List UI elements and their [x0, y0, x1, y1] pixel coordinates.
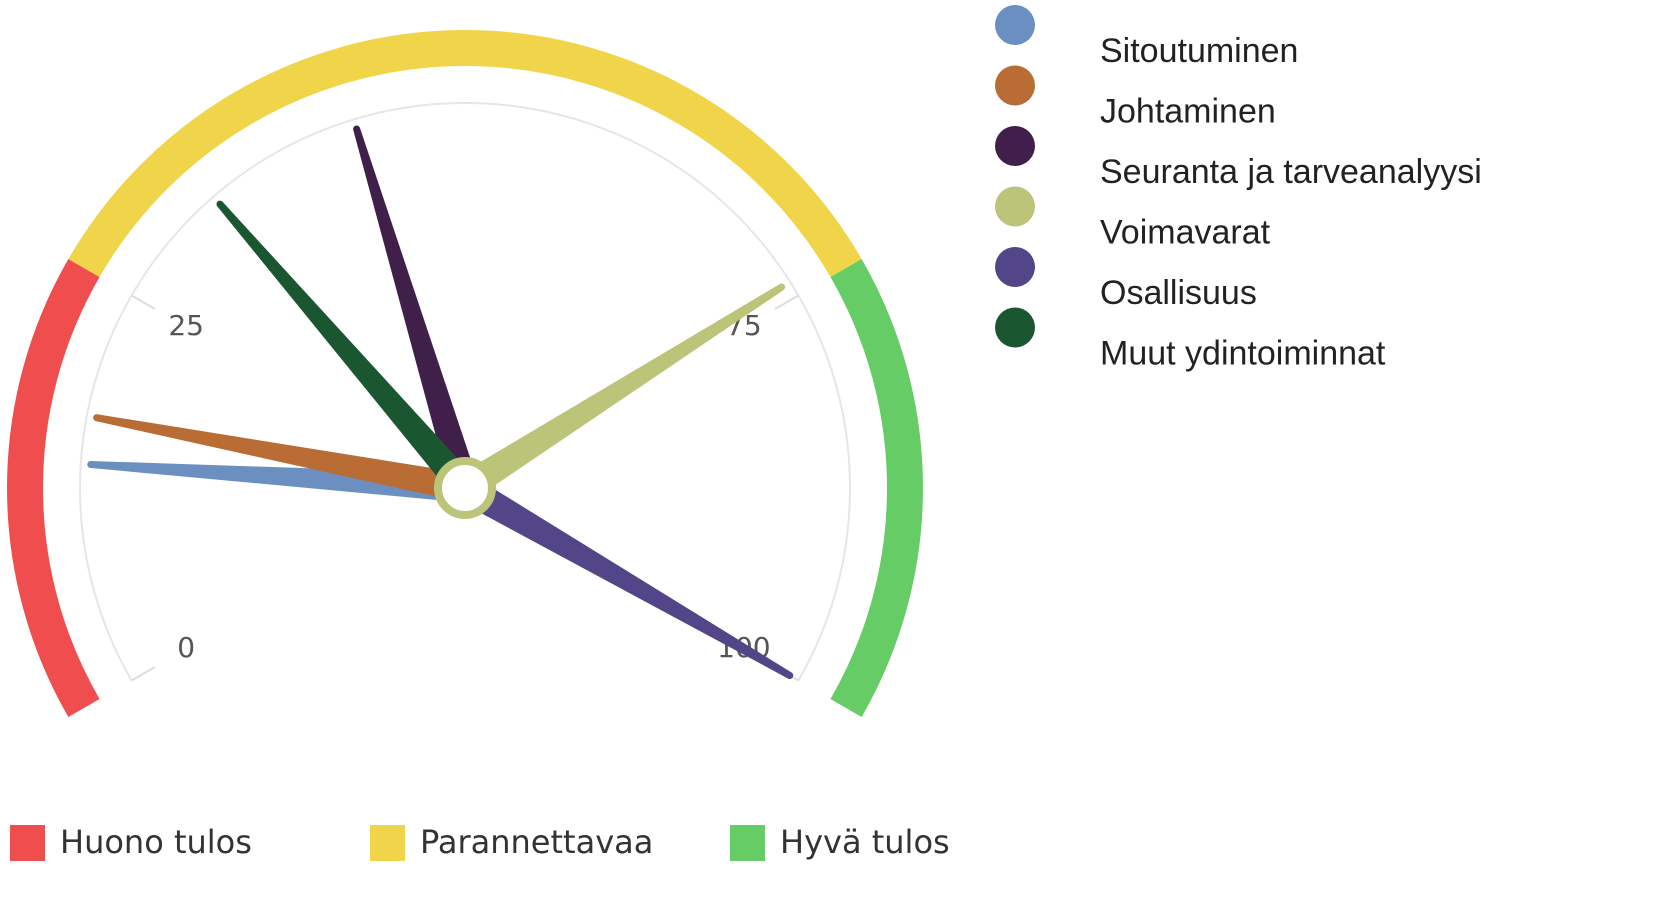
gauge-band [68, 30, 862, 278]
legend-label: Osallisuus [1100, 274, 1257, 312]
legend-swatch [370, 825, 405, 861]
legend-label: Seuranta ja tarveanalyysi [1100, 153, 1482, 191]
legend-marker [995, 247, 1035, 287]
tick-mark [131, 666, 156, 682]
needle [455, 283, 786, 501]
needle [456, 474, 794, 679]
needle-hub [434, 457, 496, 519]
legend-label: Huono tulos [60, 823, 252, 861]
legend-label: Voimavarat [1100, 213, 1271, 251]
tick-label: 0 [177, 631, 195, 664]
legend-swatch [730, 825, 765, 861]
legend-marker [995, 307, 1035, 348]
legend-label: Parannettavaa [420, 823, 653, 861]
legend-swatch [10, 825, 45, 861]
legend-marker [995, 126, 1035, 166]
legend-marker [995, 186, 1035, 227]
gauge-band [830, 259, 923, 717]
legend-marker [995, 5, 1035, 45]
tick-mark [774, 294, 799, 310]
legend-label: Hyvä tulos [780, 823, 950, 861]
tick-mark [131, 294, 156, 310]
tick-label: 25 [168, 309, 204, 342]
legend-label: Sitoutuminen [1100, 32, 1298, 70]
gauge-inner-ring [79, 102, 851, 681]
legend-label: Johtaminen [1100, 92, 1276, 130]
legend-label: Muut ydintoiminnat [1100, 334, 1386, 372]
gauge-band [7, 259, 100, 717]
legend-marker [995, 65, 1035, 106]
